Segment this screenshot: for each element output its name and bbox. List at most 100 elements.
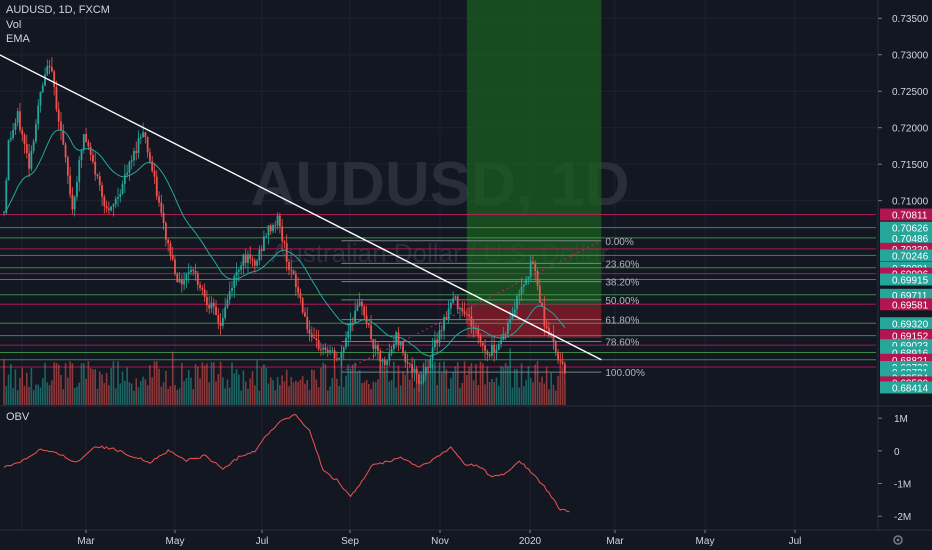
volume-bar — [269, 377, 272, 405]
volume-bar — [550, 372, 552, 405]
volume-bar — [133, 390, 135, 405]
candle-body — [561, 361, 564, 364]
candle-body — [522, 284, 525, 287]
candle-body — [242, 254, 245, 266]
volume-bar — [162, 382, 165, 405]
volume-bar — [144, 379, 147, 405]
candle-body — [155, 176, 158, 197]
volume-bar — [552, 384, 555, 405]
volume-bar — [520, 363, 523, 405]
candle-body — [456, 296, 459, 310]
candle-body — [258, 249, 261, 261]
volume-bar — [301, 376, 304, 405]
candle-body — [128, 161, 131, 173]
price-level-badge-label: 0.70486 — [892, 234, 929, 245]
candle-body — [488, 354, 491, 356]
volume-bar — [315, 379, 318, 405]
volume-bar — [67, 377, 69, 405]
volume-bar — [482, 363, 484, 405]
candle-body — [563, 363, 566, 374]
volume-bar — [219, 361, 222, 405]
candle-body — [224, 307, 227, 319]
volume-bar — [418, 382, 420, 405]
candle-body — [313, 337, 315, 339]
candle-body — [552, 334, 555, 342]
candle-body — [299, 292, 302, 299]
volume-bar — [486, 366, 489, 405]
volume-bar — [381, 365, 384, 405]
volume-bar — [377, 379, 379, 405]
candle-body — [210, 302, 213, 309]
gear-icon — [893, 535, 903, 545]
candle-body — [12, 129, 15, 138]
obv-indicator-label[interactable]: OBV — [6, 411, 30, 423]
candle-body — [335, 358, 338, 360]
volume-bar — [283, 381, 286, 405]
price-level-badge-label: 0.69711 — [892, 291, 928, 302]
volume-bar — [329, 386, 331, 405]
candle-body — [78, 160, 81, 183]
volume-bar — [527, 366, 530, 405]
candle-body — [381, 360, 384, 362]
volume-bar — [356, 371, 359, 405]
volume-bar — [30, 368, 33, 405]
candle-body — [194, 270, 197, 274]
volume-bar — [336, 378, 338, 405]
volume-bar — [121, 371, 124, 405]
candle-body — [190, 269, 192, 273]
candle-body — [399, 341, 402, 346]
volume-bar — [7, 374, 10, 405]
candle-body — [470, 316, 473, 327]
volume-bar — [190, 377, 192, 405]
volume-bar — [445, 369, 448, 405]
candle-body — [71, 194, 74, 210]
symbol-title[interactable]: AUDUSD, 1D, FXCM — [6, 4, 110, 16]
candle-body — [443, 317, 445, 331]
volume-bar — [491, 378, 493, 405]
candle-body — [162, 212, 165, 224]
volume-bar — [80, 363, 83, 405]
candle-body — [25, 144, 28, 154]
volume-bar — [320, 367, 322, 405]
candle-body — [96, 174, 99, 177]
candle-body — [199, 284, 201, 288]
candle-body — [105, 206, 108, 209]
volume-bar — [368, 383, 370, 405]
volume-bar — [155, 361, 158, 405]
candle-body — [365, 315, 368, 324]
ema-indicator-label[interactable]: EMA — [6, 33, 30, 45]
volume-bar — [304, 383, 306, 405]
candle-body — [126, 172, 129, 175]
candle-body — [404, 352, 407, 362]
volume-bar — [14, 369, 17, 405]
long-position-stop-zone — [466, 306, 602, 338]
volume-bar — [28, 386, 30, 405]
volume-bar — [349, 368, 352, 405]
volume-bar — [73, 387, 76, 405]
volume-bar — [26, 372, 28, 405]
candle-body — [484, 345, 486, 352]
candle-body — [486, 351, 489, 355]
volume-indicator-label[interactable]: Vol — [6, 19, 22, 31]
price-level-badge — [880, 231, 932, 244]
candle-body — [534, 263, 537, 271]
volume-bar — [413, 387, 416, 405]
candle-body — [500, 339, 502, 345]
volume-bar — [238, 374, 240, 405]
volume-bar — [513, 369, 516, 405]
candle-body — [504, 333, 507, 335]
candle-body — [39, 92, 42, 106]
candle-body — [436, 339, 439, 344]
candle-body — [110, 206, 113, 211]
candle-body — [338, 357, 341, 359]
volume-bar — [183, 381, 185, 405]
candle-body — [427, 367, 429, 369]
candle-body — [317, 340, 320, 350]
candle-body — [390, 349, 393, 354]
candle-body — [226, 299, 229, 308]
price-level-badge — [880, 249, 932, 262]
candle-body — [64, 144, 67, 158]
obv-axis-tick-label: 1M — [894, 414, 908, 425]
